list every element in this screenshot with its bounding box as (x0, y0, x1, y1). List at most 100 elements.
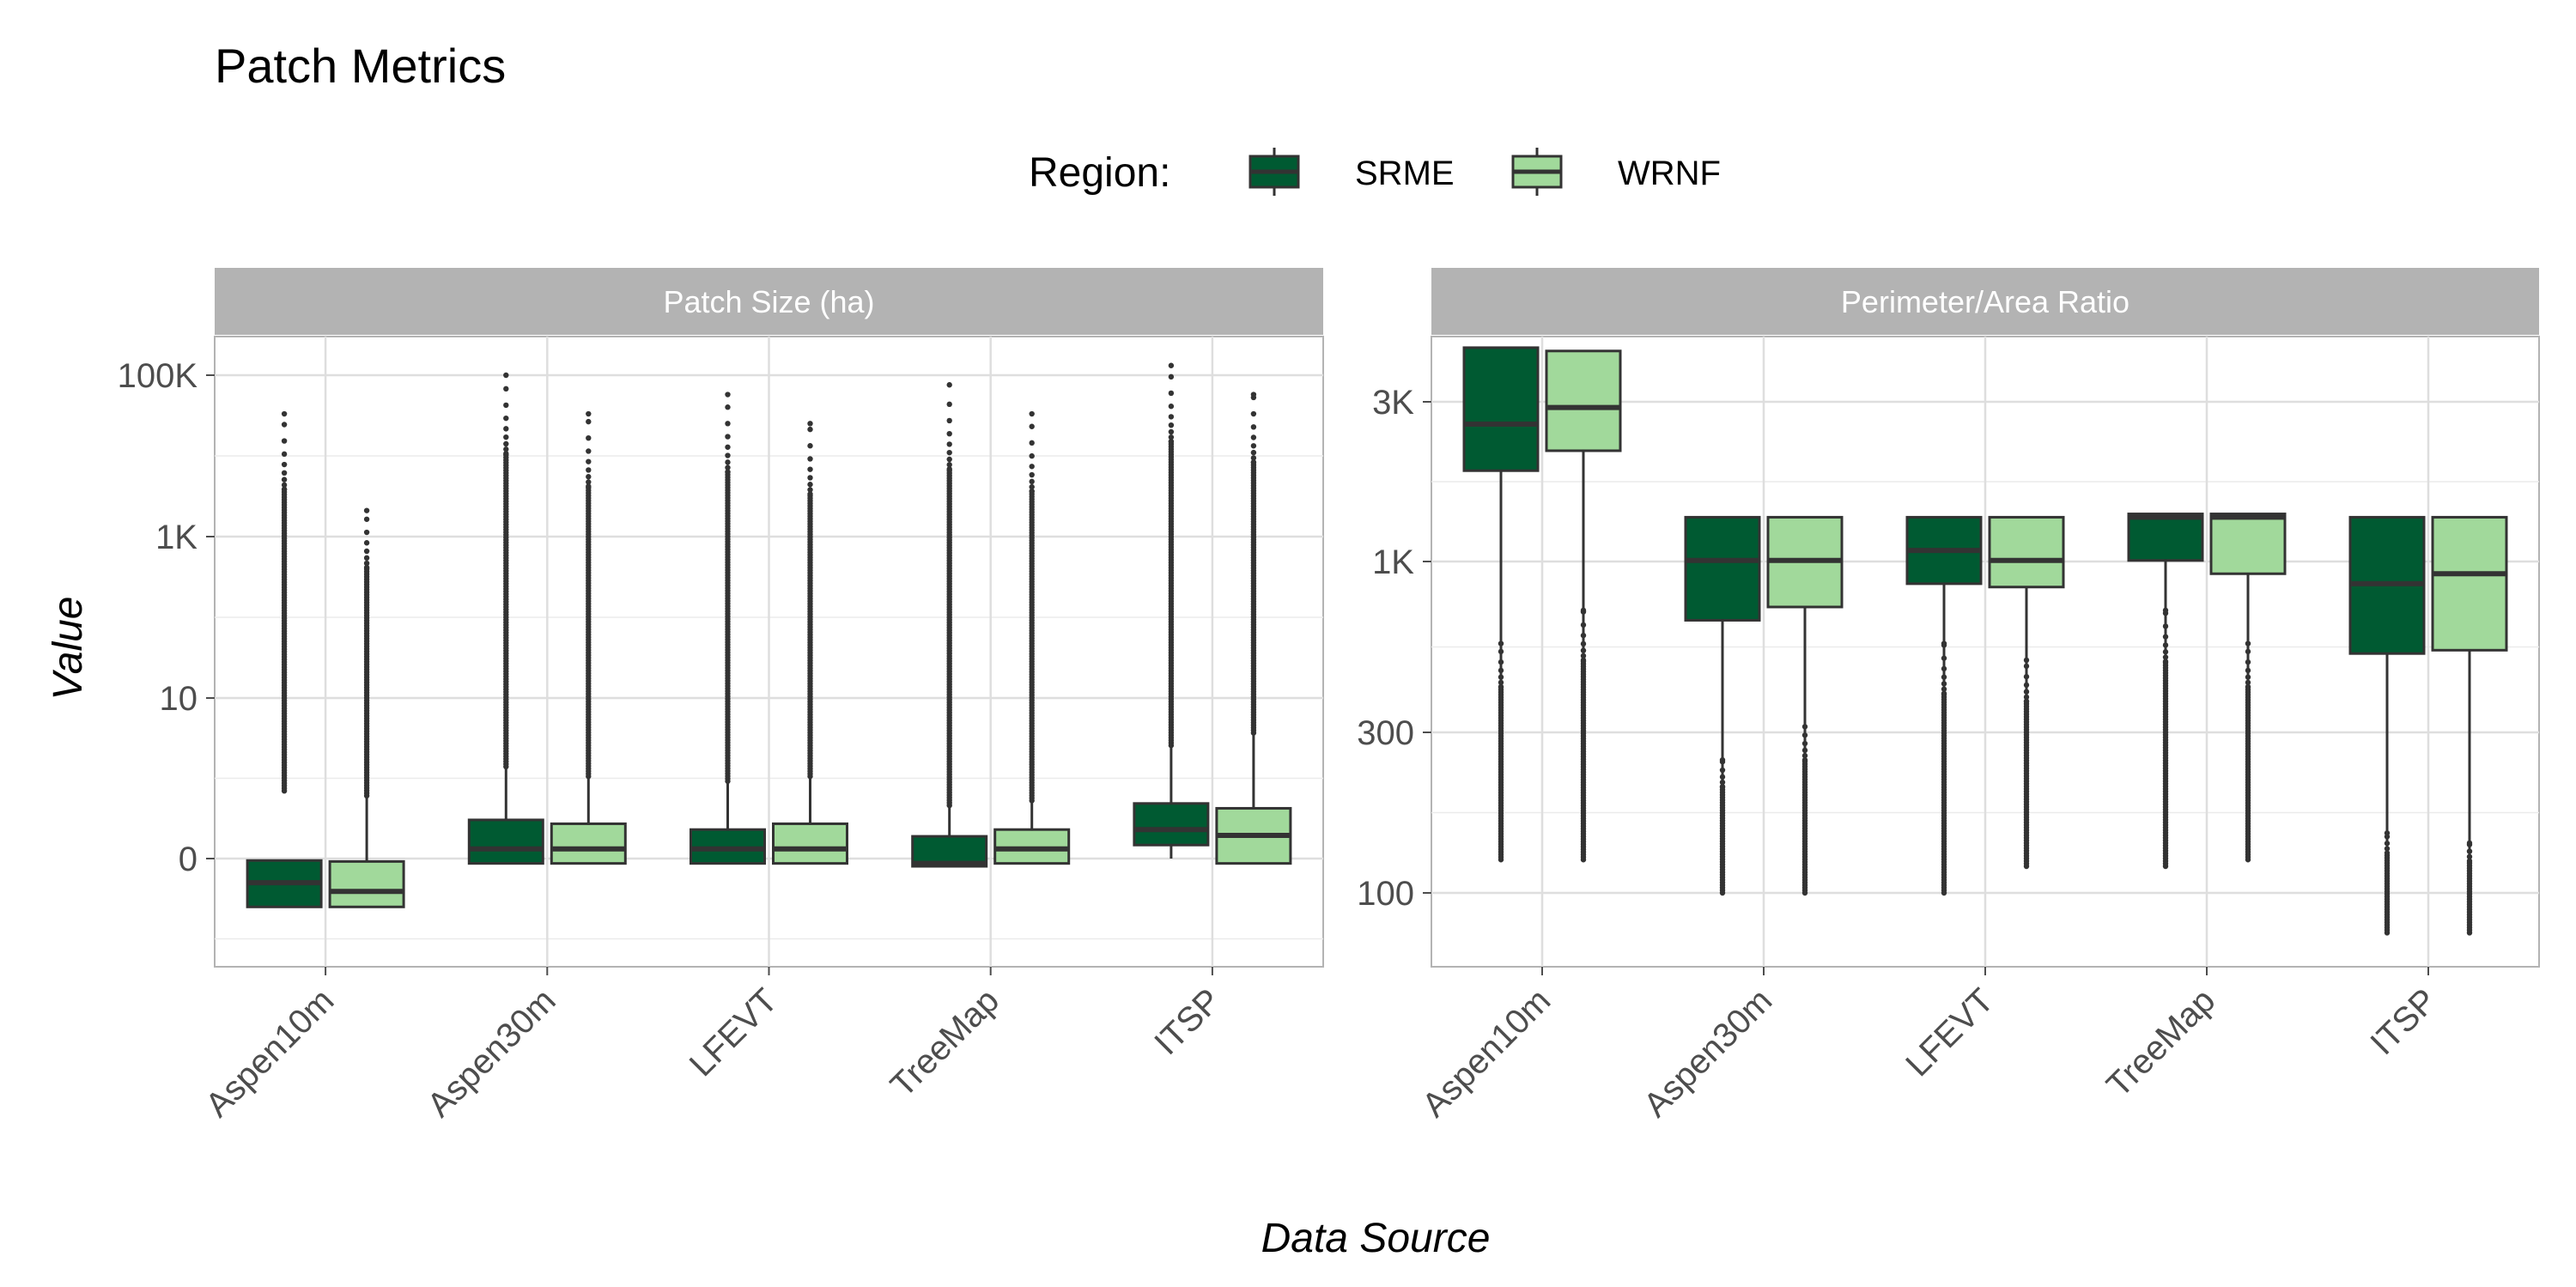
outlier-point (281, 470, 288, 477)
outlier-point (725, 392, 731, 398)
outlier-point (807, 487, 813, 493)
outlier-point (725, 434, 731, 440)
outlier-points (1801, 724, 1808, 896)
outlier-points (363, 507, 370, 799)
x-tick-label: TreeMap (884, 981, 1006, 1104)
outlier-point (1168, 390, 1175, 397)
outlier-point (363, 548, 370, 555)
outlier-point (586, 448, 592, 454)
box-wrnf-itsp (1215, 392, 1292, 865)
outlier-point (281, 438, 288, 444)
outlier-point (1168, 404, 1175, 410)
outlier-point (586, 418, 592, 425)
box-wrnf-aspen10m (1545, 349, 1622, 863)
x-tick-label: Aspen30m (420, 981, 562, 1124)
outlier-points (1580, 607, 1587, 863)
outlier-point (807, 426, 813, 433)
outlier-point (503, 446, 509, 452)
boxplots (1462, 346, 2508, 936)
outlier-point (725, 464, 731, 470)
outlier-point (1029, 483, 1035, 490)
box-srme-aspen30m (1684, 515, 1761, 896)
box-iqr (1545, 349, 1622, 452)
outlier-point (503, 385, 509, 392)
box-srme-aspen10m (1462, 346, 1540, 863)
outlier-point (363, 529, 370, 536)
gridlines (215, 337, 1323, 967)
outlier-point (725, 469, 731, 475)
box-iqr (2431, 515, 2508, 652)
outlier-point (946, 449, 952, 456)
outlier-point (807, 475, 813, 481)
x-tick-label: TreeMap (2099, 981, 2222, 1104)
x-axis-title: Data Source (1261, 1216, 1491, 1261)
outlier-point (363, 555, 370, 562)
gridlines (1431, 337, 2539, 967)
outlier-points (725, 392, 731, 785)
box-iqr (328, 859, 405, 908)
outlier-point (503, 451, 509, 457)
y-axis-title: Value (46, 597, 91, 701)
x-tick-label: Aspen30m (1637, 981, 1779, 1124)
outlier-point (281, 410, 288, 417)
outlier-point (1250, 410, 1257, 417)
outlier-point (807, 466, 813, 472)
outlier-point (1250, 449, 1257, 456)
box-srme-itsp (1133, 362, 1210, 859)
y-tick-label: 3K (1372, 384, 1414, 422)
outlier-point (1168, 414, 1175, 420)
chart-title: Patch Metrics (215, 39, 506, 93)
outlier-point (1250, 392, 1257, 398)
box-srme-aspen10m (246, 410, 323, 908)
box-iqr (1684, 515, 1761, 622)
outlier-point (363, 564, 370, 571)
outlier-point (281, 461, 288, 468)
facet-strip-label: Patch Size (ha) (663, 284, 874, 319)
outlier-point (503, 440, 509, 447)
y-tick-label: 1K (155, 519, 197, 556)
box-wrnf-aspen30m (550, 410, 627, 865)
y-tick-label: 100K (118, 357, 198, 395)
outlier-point (807, 443, 813, 449)
box-iqr (772, 822, 848, 865)
outlier-point (1168, 428, 1175, 435)
legend: Region: SRME WRNF (1029, 148, 1721, 196)
facet-panels: Patch Size (ha) 0 10 1K 100K Aspen10m Aspen30m… (118, 268, 2540, 1125)
y-tick-label: 0 (179, 841, 197, 878)
boxplots (246, 362, 1292, 908)
outlier-point (503, 372, 509, 379)
legend-label: SRME (1355, 155, 1455, 192)
outlier-point (586, 434, 592, 441)
box-srme-itsp (2348, 515, 2426, 936)
box-wrnf-lfevt (772, 421, 848, 865)
box-iqr (1988, 515, 2065, 589)
outlier-point (1168, 422, 1175, 428)
outlier-point (281, 477, 288, 483)
outlier-point (725, 421, 731, 427)
legend-item-wrnf: WRNF (1511, 148, 1721, 196)
outlier-point (586, 410, 592, 417)
outlier-point (946, 417, 952, 424)
outlier-point (1168, 362, 1175, 368)
outlier-point (586, 474, 592, 480)
outlier-point (1250, 455, 1257, 461)
y-tick-label: 300 (1357, 714, 1414, 752)
outlier-points (281, 410, 288, 794)
outlier-points (946, 382, 952, 809)
outlier-point (586, 483, 592, 489)
x-tick-label: Aspen10m (198, 981, 341, 1124)
outlier-point (1029, 452, 1035, 459)
outlier-point (725, 404, 731, 410)
panel-perimeter-area-ratio: Perimeter/Area Ratio 100 300 1K 3K Aspen10m As… (1357, 268, 2540, 1125)
outlier-point (363, 540, 370, 546)
outlier-point (946, 456, 952, 463)
box-iqr (2127, 513, 2204, 562)
outlier-point (503, 434, 509, 440)
outlier-point (586, 479, 592, 485)
box-iqr (1133, 802, 1210, 847)
legend-item-srme: SRME (1249, 148, 1455, 196)
outlier-point (586, 467, 592, 473)
legend-title: Region: (1029, 150, 1170, 196)
outlier-point (946, 430, 952, 437)
